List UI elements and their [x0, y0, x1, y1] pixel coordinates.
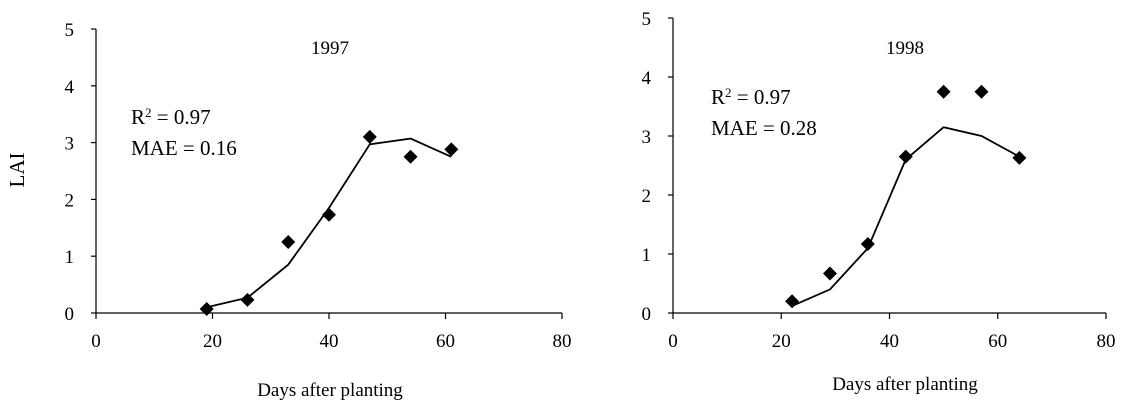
x-tick-label: 40 — [880, 331, 899, 352]
y-tick-label: 3 — [65, 134, 75, 155]
r-squared-1998: R2 = 0.97 — [711, 85, 791, 110]
x-axis-label-1998: Days after planting — [832, 374, 978, 395]
chart-1998: 0 1 2 3 4 5 0 20 40 60 80 1998 R2 = 0.97 MAE = 0.… — [642, 9, 1116, 395]
simulated-line-1997 — [206, 137, 452, 309]
observed-point — [281, 235, 296, 249]
observed-point — [936, 84, 951, 99]
y-axis-label: LAI — [5, 153, 29, 188]
observed-points-1997 — [199, 129, 459, 317]
x-ticks-1997: 0 20 40 60 80 — [91, 313, 572, 352]
observed-point — [1012, 150, 1027, 165]
observed-point — [898, 149, 913, 164]
x-tick-label: 20 — [772, 331, 791, 352]
r-squared-1997: R2 = 0.97 — [131, 105, 211, 130]
y-tick-label: 5 — [642, 9, 652, 30]
chart-title-1998: 1998 — [886, 38, 924, 59]
axes-1998 — [672, 18, 1106, 314]
observed-point — [322, 207, 336, 222]
observed-point — [362, 129, 377, 144]
axes-1997 — [95, 29, 562, 314]
observed-point — [240, 292, 255, 307]
chart-title-1997: 1997 — [311, 38, 349, 59]
x-tick-label: 0 — [668, 331, 678, 352]
y-tick-label: 2 — [642, 186, 652, 207]
y-ticks-1998: 0 1 2 3 4 5 — [642, 9, 673, 325]
y-tick-label: 4 — [65, 77, 75, 98]
observed-point — [444, 142, 459, 157]
x-tick-label: 60 — [988, 331, 1007, 352]
chart-1997: 0 1 2 3 4 5 0 20 40 60 80 1997 R2 = 0.97 MAE = 0.… — [5, 20, 572, 401]
observed-point — [974, 84, 989, 99]
observed-point — [199, 302, 214, 317]
y-tick-label: 0 — [642, 304, 652, 325]
x-tick-label: 60 — [436, 331, 455, 352]
x-tick-label: 80 — [1097, 331, 1116, 352]
y-tick-label: 3 — [642, 127, 652, 148]
mae-1997: MAE = 0.16 — [131, 136, 237, 160]
x-tick-label: 40 — [320, 331, 339, 352]
observed-point — [403, 149, 418, 164]
y-tick-label: 5 — [65, 20, 75, 41]
y-tick-label: 1 — [65, 247, 75, 268]
x-ticks-1998: 0 20 40 60 80 — [668, 313, 1116, 352]
y-tick-label: 2 — [65, 190, 75, 211]
observed-point — [822, 266, 837, 281]
y-tick-label: 1 — [642, 245, 652, 266]
y-tick-label: 4 — [642, 68, 652, 89]
x-tick-label: 80 — [553, 331, 572, 352]
y-tick-label: 0 — [65, 304, 75, 325]
x-tick-label: 0 — [91, 331, 101, 352]
x-tick-label: 20 — [203, 331, 222, 352]
observed-point — [860, 236, 875, 251]
y-ticks-1997: 0 1 2 3 4 5 — [65, 20, 96, 325]
x-axis-label-1997: Days after planting — [257, 380, 403, 401]
observed-points-1998 — [785, 84, 1027, 309]
mae-1998: MAE = 0.28 — [711, 116, 817, 140]
observed-point — [785, 294, 800, 309]
